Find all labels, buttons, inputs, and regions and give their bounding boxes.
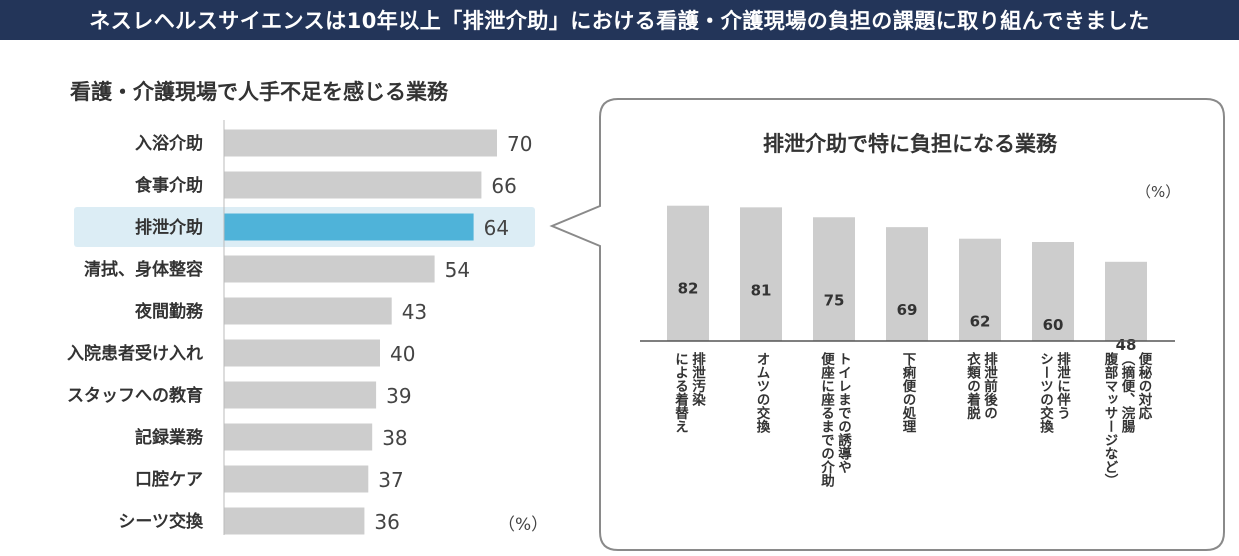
category-label-2: 排泄介助: [135, 217, 203, 238]
column-label-1: オムツの交換: [753, 352, 770, 433]
column-label-6: 便秘の対応 （摘便、浣腸 腹部マッサージなど）: [1101, 352, 1152, 487]
left-chart-title: 看護・介護現場で人手不足を感じる業務: [70, 80, 448, 104]
bar-3: [224, 255, 435, 283]
category-label-0: 入浴介助: [135, 133, 203, 154]
column-value-3: 69: [897, 301, 918, 319]
right-chart-unit: （%）: [1136, 183, 1181, 201]
column-value-2: 75: [824, 291, 845, 309]
column-3: [886, 227, 928, 341]
category-label-4: 夜間勤務: [134, 301, 204, 322]
bar-0: [224, 129, 497, 157]
column-1: [740, 207, 782, 341]
value-label-5: 40: [390, 342, 415, 366]
category-label-8: 口腔ケア: [135, 469, 203, 490]
bar-6: [224, 381, 377, 409]
category-label-3: 清拭、身体整容: [84, 259, 203, 280]
column-label-3: 下痢便の処理: [899, 352, 916, 433]
category-label-6: スタッフへの教育: [67, 385, 203, 406]
column-6: [1105, 261, 1147, 341]
value-label-3: 54: [445, 258, 470, 282]
value-label-9: 36: [374, 510, 399, 534]
header-banner: ネスレヘルスサイエンスは10年以上「排泄介助」における看護・介護現場の負担の課題…: [0, 0, 1239, 40]
value-label-6: 39: [386, 384, 411, 408]
category-label-5: 入院患者受け入れ: [67, 343, 203, 364]
column-value-0: 82: [678, 280, 699, 298]
right-chart-title: 排泄介助で特に負担になる業務: [763, 132, 1057, 156]
column-2: [813, 217, 855, 341]
column-value-5: 60: [1043, 316, 1064, 334]
bar-2: [224, 213, 474, 241]
column-label-2: トイレまでの誘導や 便座に座るまでの介助: [818, 352, 851, 487]
bar-1: [224, 171, 482, 199]
column-value-1: 81: [751, 281, 772, 299]
category-label-9: シーツ交換: [118, 511, 204, 532]
value-label-4: 43: [402, 300, 427, 324]
value-label-8: 37: [378, 468, 403, 492]
column-label-5: 排泄に伴う シーツの交換: [1037, 352, 1070, 433]
column-0: [667, 205, 709, 341]
left-bar-chart: 入浴介助 70 食事介助 66 排泄介助 64 清拭、身体整容 54 夜間勤務 43 入院患者受け入…: [67, 120, 548, 535]
column-label-4: 排泄前後の 衣類の着脱: [964, 352, 997, 420]
bar-9: [224, 507, 365, 535]
bar-5: [224, 339, 380, 367]
column-value-6: 48: [1116, 336, 1137, 350]
bar-7: [224, 423, 373, 451]
bar-4: [224, 297, 392, 325]
value-label-0: 70: [507, 132, 532, 156]
category-label-1: 食事介助: [135, 175, 203, 196]
banner-text: ネスレヘルスサイエンスは10年以上「排泄介助」における看護・介護現場の負担の課題…: [89, 9, 1150, 33]
value-label-1: 66: [491, 174, 516, 198]
column-label-0: 排泄汚染 による着替え: [672, 352, 705, 433]
left-chart-unit: （%）: [498, 515, 548, 535]
column-4: [959, 238, 1001, 341]
value-label-7: 38: [382, 426, 407, 450]
column-value-4: 62: [970, 313, 991, 331]
category-label-7: 記録業務: [135, 427, 204, 448]
column-5: [1032, 242, 1074, 341]
bar-8: [224, 465, 369, 493]
value-label-2: 64: [484, 216, 509, 240]
right-bar-chart: 82 81 75 69 62 60 48: [640, 205, 1175, 350]
